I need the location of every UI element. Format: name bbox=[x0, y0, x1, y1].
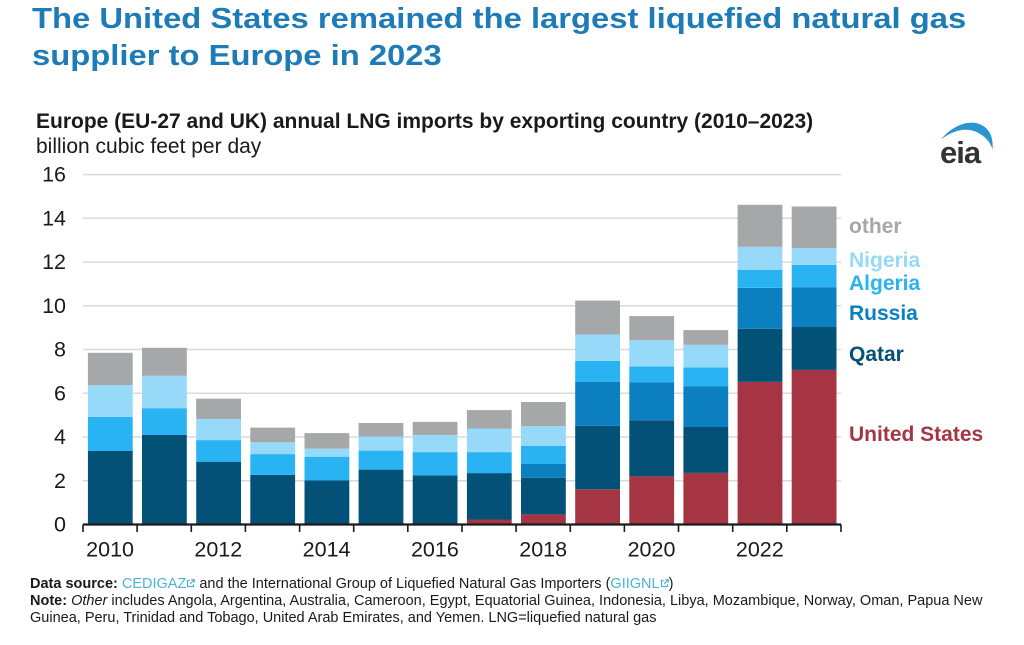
svg-text:10: 10 bbox=[42, 294, 66, 318]
svg-text:6: 6 bbox=[54, 381, 66, 405]
svg-text:other: other bbox=[849, 215, 902, 238]
svg-text:2018: 2018 bbox=[519, 538, 567, 562]
svg-text:2010: 2010 bbox=[86, 538, 134, 562]
svg-text:4: 4 bbox=[54, 425, 66, 449]
svg-text:8: 8 bbox=[54, 338, 66, 362]
svg-text:2: 2 bbox=[54, 469, 66, 493]
svg-text:Russia: Russia bbox=[849, 302, 918, 325]
svg-text:2012: 2012 bbox=[194, 538, 242, 562]
svg-text:14: 14 bbox=[42, 206, 66, 230]
svg-text:Nigeria: Nigeria bbox=[849, 249, 921, 272]
svg-text:Qatar: Qatar bbox=[849, 343, 904, 366]
svg-text:2022: 2022 bbox=[736, 538, 784, 562]
svg-text:12: 12 bbox=[42, 250, 66, 274]
svg-text:United States: United States bbox=[849, 423, 983, 446]
svg-text:16: 16 bbox=[42, 163, 66, 187]
svg-text:2014: 2014 bbox=[303, 538, 351, 562]
svg-text:0: 0 bbox=[54, 513, 66, 537]
svg-text:2020: 2020 bbox=[628, 538, 676, 562]
svg-text:Algeria: Algeria bbox=[849, 272, 921, 295]
svg-text:eia: eia bbox=[940, 135, 982, 170]
svg-text:2016: 2016 bbox=[411, 538, 459, 562]
